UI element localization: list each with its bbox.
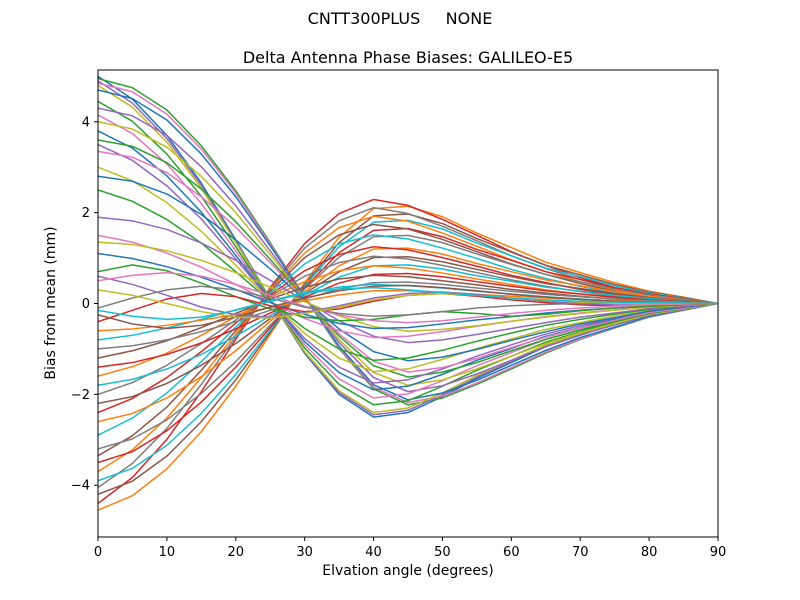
series-line-44: [98, 275, 718, 318]
series-line-46: [98, 271, 718, 324]
series-line-22: [98, 139, 718, 378]
series-line-6: [98, 82, 718, 404]
series-line-20: [98, 130, 718, 391]
y-axis-label: Bias from mean (mm): [43, 226, 59, 379]
series-line-26: [98, 150, 718, 373]
x-tick-label: 80: [641, 545, 658, 560]
x-tick-label: 10: [159, 545, 176, 560]
series-line-29: [98, 264, 718, 387]
x-tick-label: 40: [365, 545, 382, 560]
series-line-38: [98, 241, 718, 332]
series-line-11: [98, 215, 718, 473]
series-line-34: [98, 216, 718, 344]
series-line-0: [98, 75, 718, 418]
series-line-3: [98, 198, 718, 504]
series-line-48: [98, 289, 718, 319]
series-line-25: [98, 255, 718, 405]
x-tick-label: 0: [94, 545, 102, 560]
series-line-10: [98, 89, 718, 401]
series-line-30: [98, 175, 718, 362]
x-tick-label: 90: [710, 545, 727, 560]
suptitle: CNTT300PLUS NONE: [308, 9, 493, 28]
series-line-37: [98, 281, 718, 350]
y-axis-ticks: −4 −2 0 2 4: [71, 115, 98, 494]
axes-title: Delta Antenna Phase Biases: GALILEO-E5: [243, 48, 573, 67]
y-tick-label: −2: [71, 388, 90, 403]
series-line-23: [98, 245, 718, 414]
series-lines: [98, 75, 718, 511]
series-line-49: [98, 286, 718, 321]
series-line-1: [98, 205, 718, 511]
series-line-21: [98, 247, 718, 423]
x-tick-label: 50: [434, 545, 451, 560]
y-tick-label: −4: [71, 479, 90, 494]
x-axis-label: Elvation angle (degrees): [322, 563, 493, 579]
x-tick-label: 60: [503, 545, 520, 560]
y-tick-label: 2: [82, 206, 90, 221]
x-axis-ticks: 0 10 20 30 40 50 60 70 80 90: [94, 537, 726, 560]
series-line-33: [98, 272, 718, 368]
series-line-45: [98, 284, 718, 330]
x-tick-label: 30: [296, 545, 313, 560]
series-line-14: [98, 107, 718, 393]
series-line-2: [98, 77, 718, 406]
series-line-18: [98, 121, 718, 387]
series-line-28: [98, 166, 718, 373]
x-tick-label: 20: [228, 545, 245, 560]
x-tick-label: 70: [572, 545, 589, 560]
y-tick-label: 4: [82, 115, 90, 130]
series-line-9: [98, 219, 718, 482]
y-tick-label: 0: [82, 297, 90, 312]
series-line-17: [98, 234, 718, 450]
